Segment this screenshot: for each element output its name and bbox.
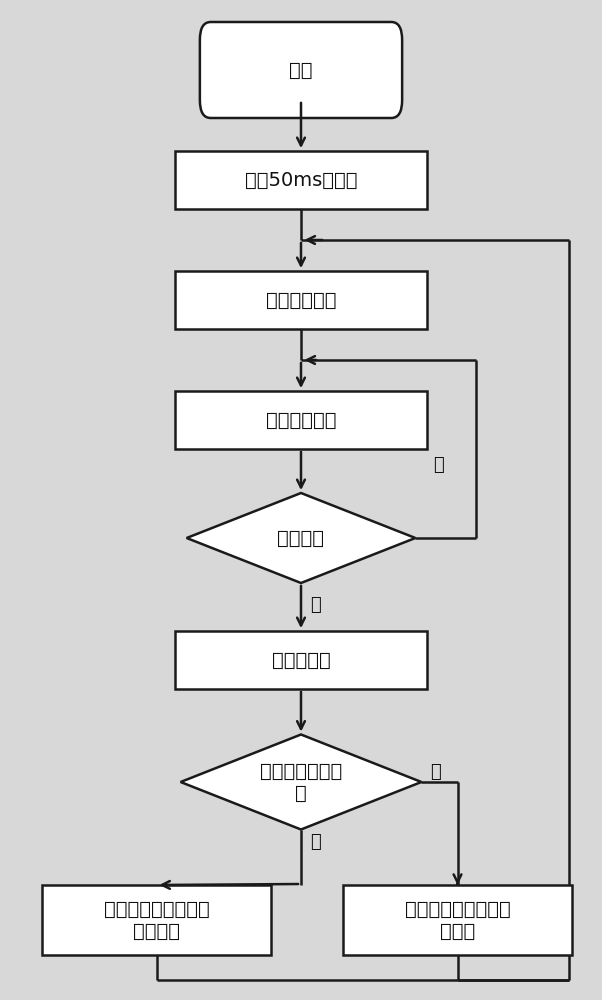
- Text: 设定50ms定时器: 设定50ms定时器: [245, 170, 357, 190]
- FancyBboxPatch shape: [343, 885, 572, 955]
- FancyBboxPatch shape: [175, 151, 427, 209]
- FancyBboxPatch shape: [175, 271, 427, 329]
- Polygon shape: [181, 734, 421, 830]
- Text: 等待定时中断: 等待定时中断: [265, 290, 337, 310]
- Text: 是: 是: [310, 596, 321, 614]
- Polygon shape: [187, 493, 415, 583]
- Text: 第一分区是否写
满: 第一分区是否写 满: [260, 762, 342, 802]
- Text: 取下一行数据: 取下一行数据: [265, 410, 337, 430]
- Text: 从第一条分区开始覆
盖数据: 从第一条分区开始覆 盖数据: [405, 900, 510, 940]
- Text: 开始: 开始: [289, 60, 313, 80]
- Text: 添加时间戳: 添加时间戳: [272, 650, 330, 670]
- FancyBboxPatch shape: [175, 631, 427, 689]
- Text: 最后一行: 最后一行: [278, 528, 324, 548]
- Text: 继续向后将数据写入
第一分区: 继续向后将数据写入 第一分区: [104, 900, 209, 940]
- FancyBboxPatch shape: [175, 391, 427, 449]
- Text: 是: 是: [433, 456, 444, 474]
- Text: 否: 否: [310, 833, 321, 851]
- FancyBboxPatch shape: [42, 885, 271, 955]
- Text: 是: 是: [430, 763, 441, 781]
- FancyBboxPatch shape: [200, 22, 402, 118]
